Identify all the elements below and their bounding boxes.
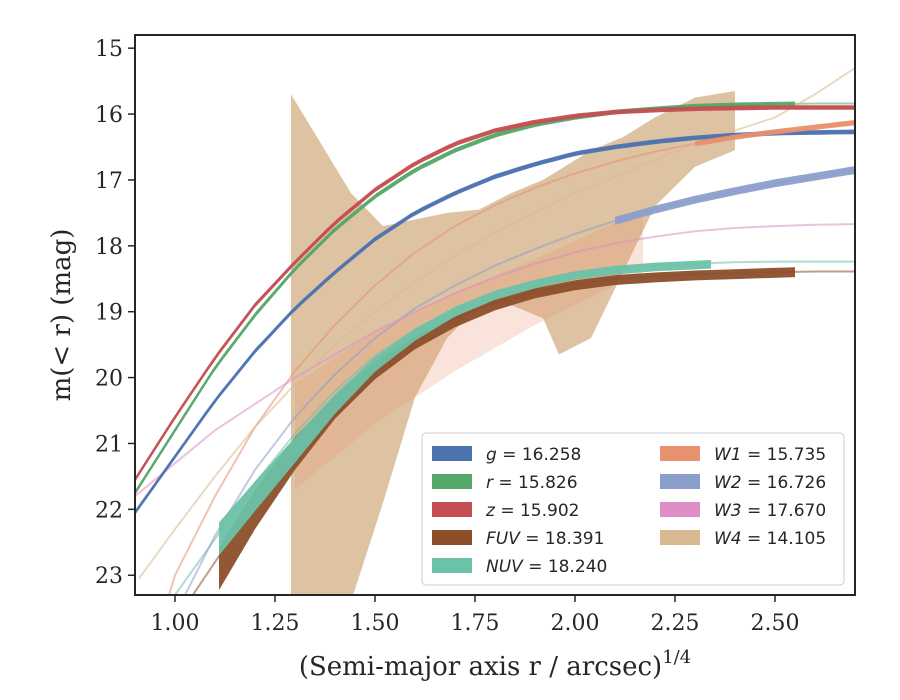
legend-swatch-fuv xyxy=(432,530,472,545)
model-curve-w4 xyxy=(138,67,855,580)
y-axis-ticks: 15 16 17 18 19 20 21 22 23 xyxy=(95,37,135,589)
legend-label-w4: W4 = 14.105 xyxy=(714,529,826,549)
legend-swatch-w3 xyxy=(660,502,700,517)
profile-w2 xyxy=(615,166,855,225)
y-axis-label: m(< r) (mag) xyxy=(47,229,77,402)
x-axis-label: (Semi-major axis r / arcsec)1/4 xyxy=(299,647,691,682)
legend-swatch-r xyxy=(432,474,472,489)
y-tick-label: 21 xyxy=(95,432,123,457)
x-tick-label: 2.50 xyxy=(751,611,800,636)
y-tick-label: 19 xyxy=(95,301,123,326)
legend-label-z: z = 15.902 xyxy=(485,501,579,521)
y-tick-label: 15 xyxy=(95,37,123,62)
x-tick-label: 1.75 xyxy=(451,611,500,636)
y-tick-label: 22 xyxy=(95,498,123,523)
legend-label-w2: W2 = 16.726 xyxy=(714,473,826,493)
legend-label-fuv: FUV = 18.391 xyxy=(486,529,604,549)
x-tick-label: 1.25 xyxy=(251,611,300,636)
profile-w1 xyxy=(695,120,855,147)
y-tick-label: 16 xyxy=(95,103,123,128)
legend-swatch-g xyxy=(432,446,472,461)
legend-swatch-w2 xyxy=(660,474,700,489)
plot-frame xyxy=(134,34,856,596)
legend-label-nuv: NUV = 18.240 xyxy=(486,557,607,577)
legend-label-w3: W3 = 17.670 xyxy=(714,501,826,521)
legend-swatch-w1 xyxy=(660,446,700,461)
legend-label-r: r = 15.826 xyxy=(486,473,578,493)
legend-swatch-z xyxy=(432,502,472,517)
x-tick-label: 1.50 xyxy=(351,611,400,636)
y-tick-label: 18 xyxy=(95,235,123,260)
legend-swatch-nuv xyxy=(432,558,472,573)
x-tick-label: 2.25 xyxy=(651,611,700,636)
x-axis-ticks: 1.00 1.25 1.50 1.75 2.00 2.25 2.50 xyxy=(151,595,800,636)
x-tick-label: 1.00 xyxy=(151,611,200,636)
legend-label-w1: W1 = 15.735 xyxy=(714,445,826,465)
y-tick-label: 20 xyxy=(95,367,123,392)
legend-swatch-w4 xyxy=(660,530,700,545)
model-curve-w3 xyxy=(135,223,855,497)
legend-label-g: g = 16.258 xyxy=(486,445,581,465)
lines-layer xyxy=(135,67,855,595)
legend: g = 16.258 r = 15.826 z = 15.902 FUV = 18.3… xyxy=(421,432,845,586)
y-tick-label: 23 xyxy=(95,564,123,589)
legend-box xyxy=(421,432,845,586)
x-tick-label: 2.00 xyxy=(551,611,600,636)
y-tick-label: 17 xyxy=(95,169,123,194)
